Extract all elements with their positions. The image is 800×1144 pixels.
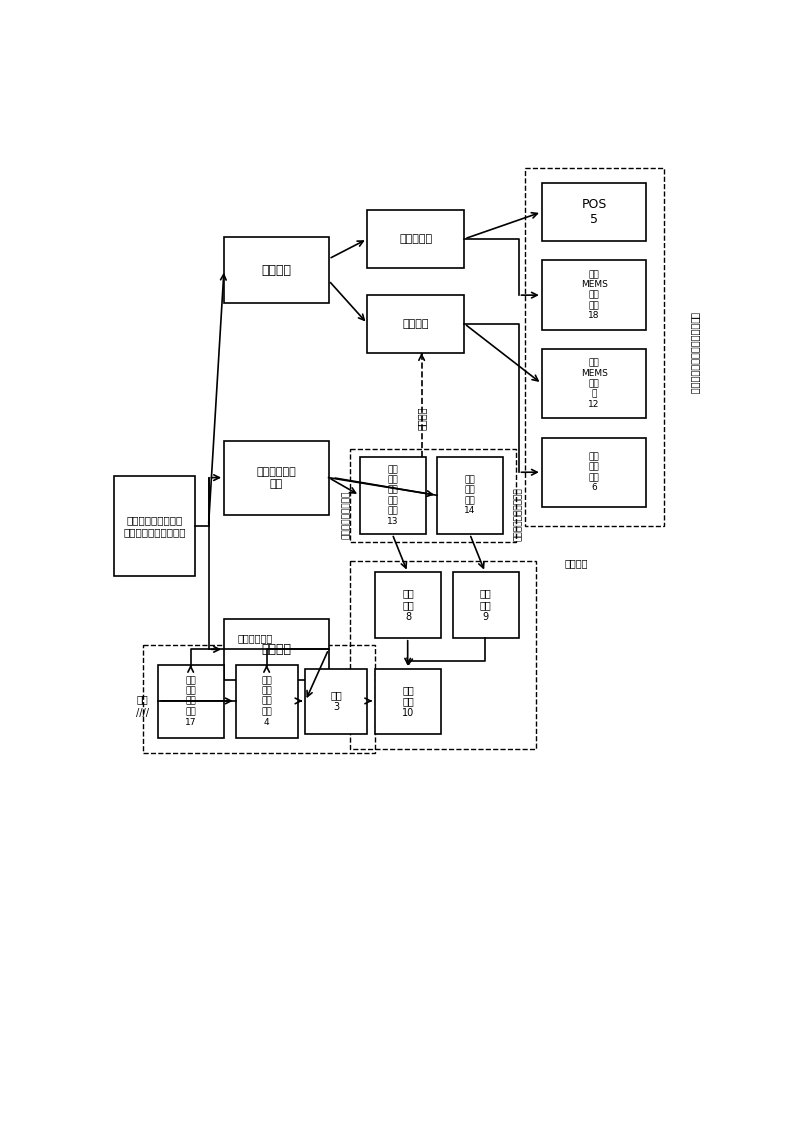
Text: ////: ////: [136, 708, 149, 718]
Text: 姿态信息与角速率信息: 姿态信息与角速率信息: [514, 487, 523, 541]
Text: 三支
光电
码盘
6: 三支 光电 码盘 6: [589, 452, 599, 492]
Bar: [142, 645, 375, 753]
Text: 飞机: 飞机: [137, 694, 149, 705]
Text: 控制信号: 控制信号: [417, 406, 426, 430]
Text: 三个
框架
锁紧
装置
17: 三个 框架 锁紧 装置 17: [186, 676, 197, 726]
Bar: [437, 456, 503, 534]
Bar: [350, 450, 516, 541]
Text: 三套
减速
装置
14: 三套 减速 装置 14: [464, 475, 476, 516]
Text: 两支
MEMS
加速
度计
18: 两支 MEMS 加速 度计 18: [581, 270, 607, 320]
Text: 三个框架: 三个框架: [565, 558, 589, 569]
Bar: [236, 665, 298, 738]
Bar: [367, 210, 464, 268]
Text: 三支
MEMS
陀螺
仪
12: 三支 MEMS 陀螺 仪 12: [581, 358, 607, 408]
Bar: [542, 261, 646, 329]
Bar: [224, 619, 329, 681]
Bar: [360, 456, 426, 534]
Text: 基座
3: 基座 3: [330, 691, 342, 712]
Bar: [375, 668, 441, 734]
Bar: [375, 572, 441, 637]
Text: 横滚
框架
10: 横滚 框架 10: [402, 685, 414, 718]
Text: 结构部分: 结构部分: [262, 643, 291, 656]
Text: POS
5: POS 5: [582, 198, 606, 227]
Text: 四个
线簧
动减
振器
4: 四个 线簧 动减 振器 4: [262, 676, 272, 726]
Text: 俯仰
框架
9: 俯仰 框架 9: [480, 588, 491, 621]
Text: 控制部分: 控制部分: [262, 263, 291, 277]
Bar: [224, 442, 329, 515]
Bar: [542, 437, 646, 507]
Bar: [224, 238, 329, 303]
Text: 图像采集件: 图像采集件: [399, 235, 432, 245]
Text: 测量三个框架绝对与相对角运动: 测量三个框架绝对与相对角运动: [690, 312, 700, 394]
Text: 方位
框架
8: 方位 框架 8: [402, 588, 414, 621]
Bar: [114, 476, 195, 577]
Bar: [367, 295, 464, 352]
Text: 框架零位锁紧: 框架零位锁紧: [238, 633, 273, 643]
Text: 平台框架驱动
部分: 平台框架驱动 部分: [257, 467, 296, 488]
Bar: [542, 183, 646, 241]
Bar: [453, 572, 518, 637]
Text: 控制电路: 控制电路: [402, 319, 429, 329]
Bar: [306, 668, 367, 734]
Bar: [542, 349, 646, 419]
Bar: [158, 665, 224, 738]
Text: 三部
无刷
直流
力矩
电机
13: 三部 无刷 直流 力矩 电机 13: [387, 464, 398, 526]
Text: 一种轻量型航空遥感
三轴惯性稳定平台系统: 一种轻量型航空遥感 三轴惯性稳定平台系统: [123, 515, 186, 537]
Bar: [350, 561, 535, 749]
Bar: [525, 168, 664, 526]
Text: 三个框架角运动补偿: 三个框架角运动补偿: [342, 491, 351, 539]
